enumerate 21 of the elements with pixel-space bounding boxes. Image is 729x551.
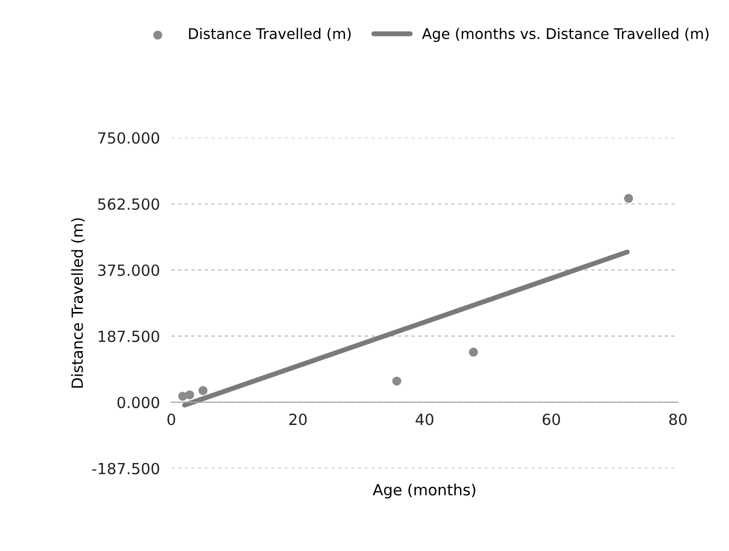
x-tick-label: 80 (669, 414, 687, 426)
y-tick-label: 0.000 (117, 396, 160, 408)
x-tick-label: 0 (167, 414, 176, 426)
y-tick-label: -187.500 (92, 462, 160, 474)
x-tick-label: 60 (542, 414, 560, 426)
x-tick-label: 20 (289, 414, 307, 426)
y-tick-label: 750.000 (98, 132, 160, 144)
y-tick-label: 375.000 (98, 264, 160, 276)
point (392, 376, 402, 386)
x-axis-title: Age (months) (372, 484, 476, 498)
legend-label: Age (months vs. Distance Travelled (m) (422, 28, 708, 42)
x-tick-label: 40 (416, 414, 434, 426)
y-tick-label: 187.500 (98, 330, 160, 342)
point (624, 194, 634, 203)
point (178, 392, 188, 401)
point (198, 386, 208, 396)
point (468, 348, 478, 357)
y-axis-title: Distance Travelled (m) (71, 218, 85, 388)
legend-label: Distance Travelled (m) (189, 28, 351, 41)
point (185, 390, 194, 400)
y-tick-label: 562.500 (98, 198, 160, 210)
